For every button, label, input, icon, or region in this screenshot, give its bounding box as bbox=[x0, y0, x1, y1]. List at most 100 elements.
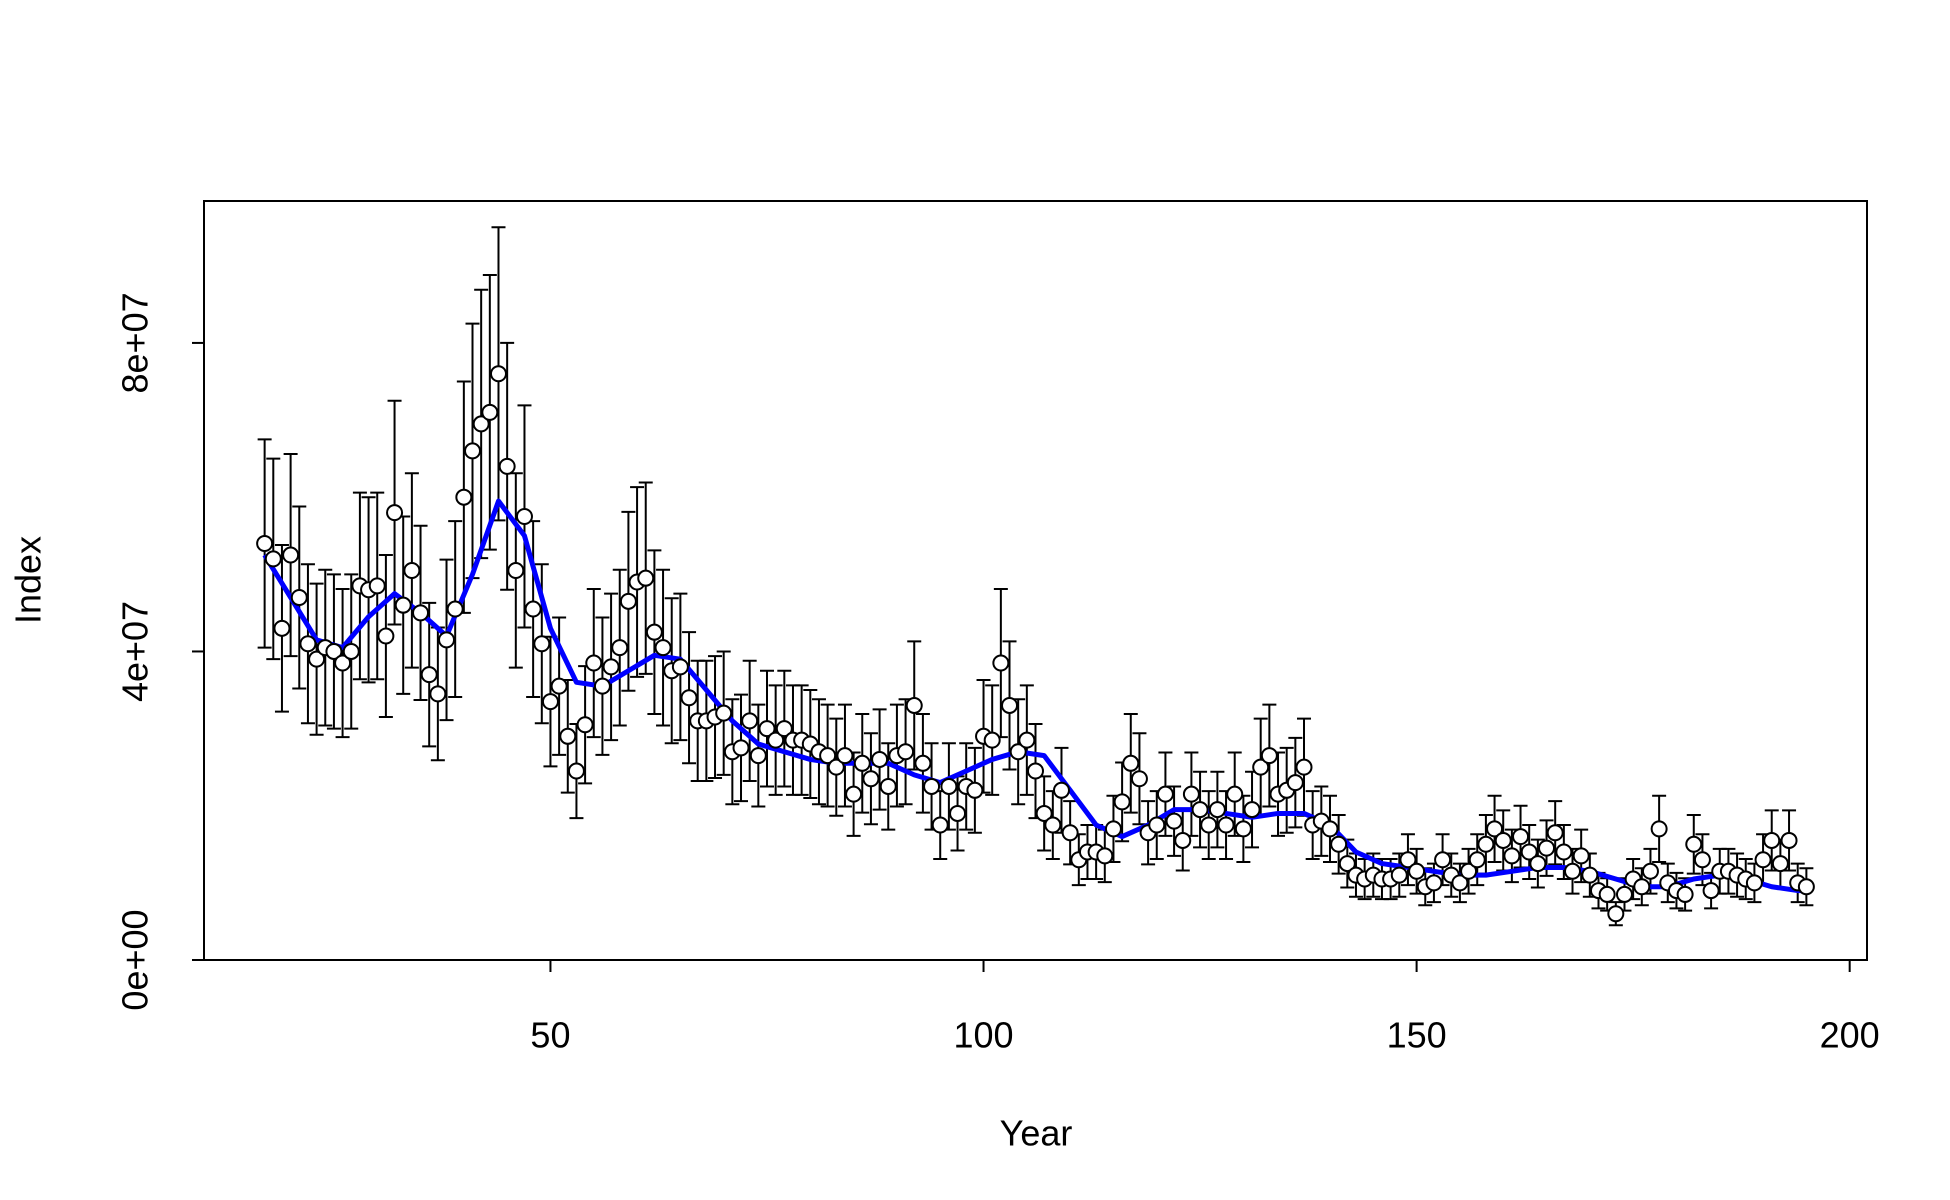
smooth-line bbox=[262, 498, 1807, 894]
data-point bbox=[1217, 816, 1235, 834]
data-point bbox=[567, 762, 585, 780]
data-point bbox=[593, 677, 611, 695]
data-point bbox=[1044, 816, 1062, 834]
data-point bbox=[1390, 866, 1408, 884]
data-point bbox=[1503, 847, 1521, 865]
data-point bbox=[438, 631, 456, 649]
data-point bbox=[585, 654, 603, 672]
data-point bbox=[264, 550, 282, 568]
y-axis-label: Index bbox=[8, 536, 49, 624]
data-point bbox=[1399, 851, 1417, 869]
data-point bbox=[308, 650, 326, 668]
data-point bbox=[1208, 801, 1226, 819]
data-point bbox=[645, 623, 663, 641]
x-axis-label: Year bbox=[1000, 1113, 1073, 1154]
data-point bbox=[1676, 885, 1694, 903]
data-point bbox=[368, 577, 386, 595]
data-point bbox=[446, 600, 464, 618]
data-point bbox=[1494, 831, 1512, 849]
data-point bbox=[914, 754, 932, 772]
data-point bbox=[1763, 831, 1781, 849]
data-point bbox=[455, 488, 473, 506]
data-point bbox=[1252, 758, 1270, 776]
data-point bbox=[879, 777, 897, 795]
data-point bbox=[1408, 862, 1426, 880]
data-point bbox=[334, 654, 352, 672]
data-point bbox=[1096, 847, 1114, 865]
data-point bbox=[1702, 882, 1720, 900]
data-point bbox=[559, 727, 577, 745]
data-point bbox=[1797, 878, 1815, 896]
x-tick-label: 200 bbox=[1820, 1015, 1880, 1056]
plot-box bbox=[203, 200, 1868, 961]
data-point bbox=[1148, 816, 1166, 834]
data-point bbox=[1633, 878, 1651, 896]
data-point bbox=[1130, 770, 1148, 788]
data-point bbox=[602, 658, 620, 676]
data-point bbox=[671, 658, 689, 676]
data-point bbox=[619, 592, 637, 610]
data-point bbox=[1434, 851, 1452, 869]
data-point bbox=[1572, 847, 1590, 865]
data-point bbox=[524, 600, 542, 618]
data-point bbox=[1243, 801, 1261, 819]
data-point bbox=[1027, 762, 1044, 780]
data-point bbox=[377, 627, 395, 645]
data-point bbox=[472, 415, 490, 433]
data-point bbox=[775, 720, 793, 738]
data-point bbox=[1174, 831, 1192, 849]
data-point bbox=[741, 712, 759, 730]
data-point bbox=[1460, 862, 1478, 880]
data-point bbox=[1780, 831, 1798, 849]
data-point bbox=[386, 504, 404, 522]
data-point bbox=[1546, 824, 1564, 842]
data-point bbox=[1295, 758, 1313, 776]
data-point bbox=[1018, 731, 1036, 749]
data-point bbox=[533, 635, 551, 653]
data-point bbox=[1009, 743, 1027, 761]
data-point bbox=[1650, 820, 1668, 838]
data-point bbox=[1477, 835, 1495, 853]
data-point bbox=[1451, 874, 1469, 892]
data-point bbox=[420, 666, 438, 684]
data-point bbox=[1113, 793, 1131, 811]
data-point bbox=[541, 693, 559, 711]
data-point bbox=[749, 747, 767, 765]
data-point bbox=[1182, 785, 1200, 803]
data-point bbox=[819, 747, 837, 765]
data-point bbox=[1001, 696, 1019, 714]
data-point bbox=[489, 365, 507, 383]
data-point bbox=[715, 704, 733, 722]
data-point bbox=[966, 781, 984, 799]
data-point bbox=[1564, 862, 1582, 880]
data-point bbox=[1260, 747, 1278, 765]
data-point bbox=[871, 750, 889, 768]
data-point bbox=[1754, 851, 1772, 869]
data-point bbox=[412, 604, 430, 622]
data-point bbox=[1425, 874, 1443, 892]
data-point bbox=[1234, 820, 1252, 838]
data-point bbox=[1745, 874, 1763, 892]
data-point bbox=[949, 804, 967, 822]
data-point bbox=[1286, 774, 1304, 792]
data-point bbox=[1321, 820, 1339, 838]
data-point bbox=[845, 785, 863, 803]
data-point bbox=[853, 754, 871, 772]
data-point bbox=[1104, 820, 1122, 838]
data-point bbox=[1615, 885, 1633, 903]
data-point bbox=[1468, 851, 1486, 869]
data-point bbox=[1771, 855, 1789, 873]
data-point bbox=[1191, 801, 1209, 819]
data-point bbox=[758, 720, 776, 738]
data-point bbox=[1598, 885, 1616, 903]
data-point bbox=[394, 596, 412, 614]
data-point bbox=[273, 619, 291, 637]
data-point bbox=[256, 534, 274, 552]
data-point bbox=[576, 716, 594, 734]
data-point bbox=[429, 685, 447, 703]
data-point bbox=[897, 743, 915, 761]
data-point bbox=[464, 442, 482, 460]
data-point bbox=[654, 639, 672, 657]
data-point bbox=[1035, 804, 1053, 822]
